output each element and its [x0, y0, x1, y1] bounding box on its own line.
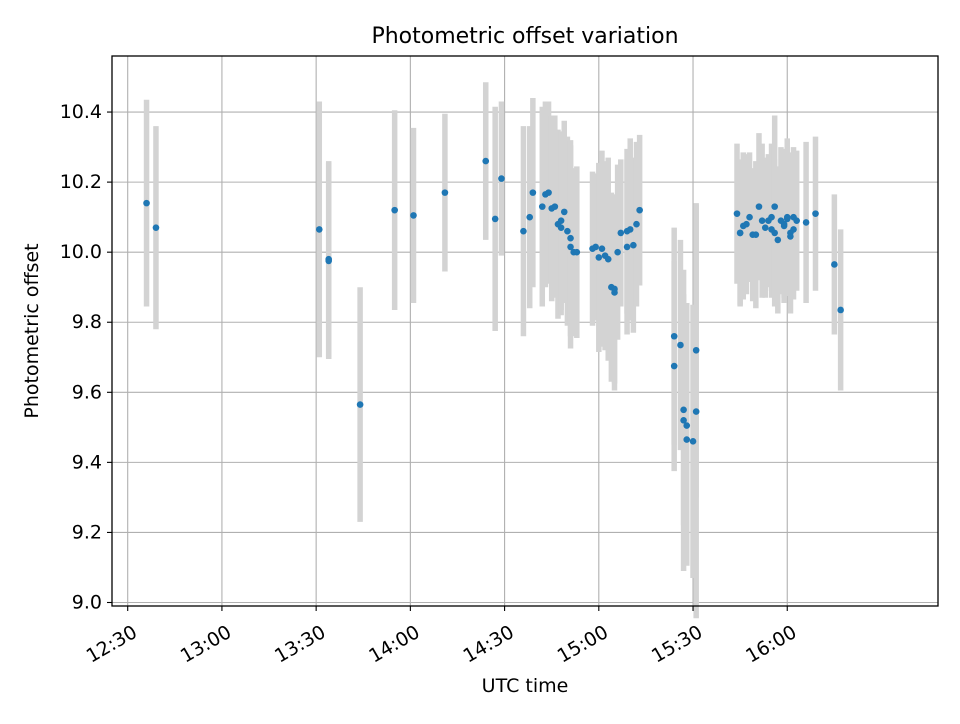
data-point — [626, 226, 634, 233]
data-point — [557, 217, 565, 224]
data-point — [633, 220, 640, 228]
data-point — [529, 189, 537, 196]
data-point — [325, 255, 333, 263]
data-point — [557, 224, 565, 231]
y-axis-ticks: 9.0 9.2 9.4 9.6 9.8 10.0 10.2 10.4 — [60, 101, 112, 613]
y-tick-label: 9.6 — [72, 381, 102, 403]
data-point — [774, 236, 782, 244]
chart-title: Photometric offset variation — [371, 24, 678, 49]
data-point — [410, 212, 417, 219]
data-point — [831, 261, 838, 268]
data-point — [793, 217, 800, 224]
data-point — [520, 227, 527, 235]
data-point — [595, 254, 603, 261]
data-point — [812, 210, 819, 217]
data-point — [482, 157, 490, 165]
data-point — [630, 241, 637, 249]
data-point — [768, 213, 775, 221]
x-axis-label: UTC time — [482, 675, 569, 697]
data-point — [567, 234, 574, 242]
data-point — [611, 285, 618, 293]
data-point — [692, 408, 700, 415]
data-point — [617, 229, 625, 237]
y-tick-label: 10.0 — [60, 241, 102, 263]
data-point — [623, 243, 631, 251]
data-point — [573, 248, 581, 256]
data-point — [670, 332, 678, 340]
data-point — [491, 215, 499, 223]
data-point — [567, 243, 574, 251]
data-point — [743, 220, 750, 228]
data-point — [614, 248, 621, 256]
data-point — [152, 224, 160, 231]
data-point — [560, 208, 568, 216]
data-point — [564, 227, 571, 235]
y-tick-label: 9.4 — [72, 451, 102, 473]
data-point — [689, 438, 697, 445]
data-point — [692, 346, 700, 354]
data-point — [787, 233, 794, 240]
data-point — [790, 226, 797, 233]
data-point — [538, 203, 546, 210]
y-axis-label: Photometric offset — [21, 243, 43, 418]
y-tick-label: 9.0 — [72, 591, 102, 613]
data-point — [356, 401, 364, 408]
data-point — [441, 189, 449, 196]
data-point — [733, 210, 741, 217]
data-point — [802, 219, 810, 226]
data-point — [680, 406, 687, 414]
data-point — [526, 213, 534, 221]
data-point — [143, 199, 150, 207]
data-point — [736, 229, 744, 237]
y-tick-label: 9.2 — [72, 521, 102, 543]
data-point — [780, 222, 788, 230]
plot-frame — [111, 55, 939, 607]
y-tick-label: 10.2 — [60, 171, 102, 193]
data-point — [551, 203, 559, 210]
data-point — [592, 243, 599, 251]
data-point — [837, 306, 844, 314]
data-point — [771, 229, 778, 237]
y-tick-label: 9.8 — [72, 311, 102, 333]
data-point — [783, 213, 791, 221]
data-point — [636, 206, 643, 214]
data-point — [545, 189, 552, 196]
data-point — [604, 255, 612, 263]
data-points — [143, 157, 844, 445]
data-point — [758, 217, 766, 224]
data-point — [498, 175, 505, 182]
data-point — [746, 213, 753, 221]
data-point — [755, 203, 763, 210]
data-point — [752, 231, 760, 238]
data-point — [771, 203, 778, 210]
data-point — [761, 224, 769, 231]
data-point — [670, 362, 678, 370]
data-point — [315, 226, 323, 233]
data-point — [677, 341, 684, 349]
data-point — [683, 436, 691, 443]
data-point — [391, 206, 398, 214]
data-point — [680, 417, 687, 424]
y-tick-label: 10.4 — [60, 101, 102, 123]
data-point — [683, 422, 691, 429]
data-point — [598, 245, 606, 252]
